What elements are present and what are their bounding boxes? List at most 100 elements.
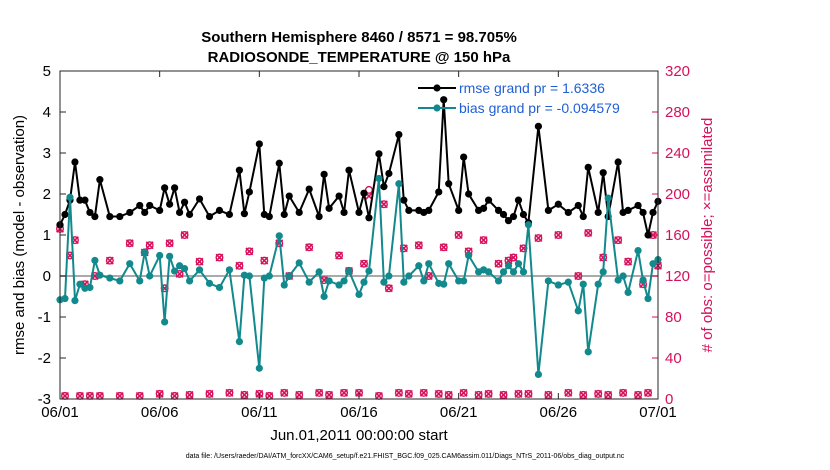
obs-possible-marker (225, 388, 234, 397)
bias-point (96, 271, 104, 279)
bias-point (340, 277, 348, 285)
rmse-point (355, 208, 363, 217)
obs-possible-marker (394, 388, 403, 397)
rmse-point (171, 184, 179, 192)
obs-possible-marker (384, 284, 393, 293)
bias-point (136, 277, 144, 285)
rmse-point (584, 163, 592, 171)
rmse-point (440, 96, 448, 104)
bias-point (484, 268, 493, 276)
obs-assimilated-marker (454, 231, 463, 239)
rmse-point (305, 185, 313, 193)
bias-point (614, 276, 622, 284)
bias-point (649, 260, 657, 268)
bias-point (514, 260, 523, 268)
obs-assimilated-marker (125, 239, 134, 248)
rmse-point (76, 196, 84, 204)
obs-assimilated-marker (554, 231, 563, 239)
bias-point (634, 246, 642, 255)
x-axis-label: Jun.01,2011 00:00:00 start (270, 427, 448, 444)
obs-assimilated-marker (215, 253, 224, 262)
obs-assimilated-marker (85, 391, 94, 400)
rmse-point (61, 210, 69, 219)
bias-point (465, 251, 473, 260)
rmse-point (544, 206, 552, 214)
bias-point (205, 279, 214, 287)
rmse-point (265, 212, 273, 221)
plot-area (60, 71, 658, 399)
obs-possible-marker (584, 228, 593, 237)
rmse-point (320, 170, 328, 178)
bias-point (325, 277, 333, 285)
rmse-point (460, 153, 468, 161)
tick-layer: -3 -2 -1 0 1 2 3 4 5 0 40 80 120 160 200 240 280 320 06/01… (38, 63, 690, 421)
bias-point (166, 252, 174, 260)
obs-assimilated-marker (444, 390, 453, 399)
obs-assimilated-marker (374, 391, 383, 400)
obs-possible-marker (484, 389, 493, 398)
bias-point (380, 278, 388, 286)
x-tick-label: 06/11 (241, 404, 277, 421)
rmse-point (225, 210, 234, 219)
bias-point (460, 277, 468, 285)
y-tick-label: 2 (43, 186, 51, 203)
rmse-point (235, 166, 243, 174)
bias-point (156, 251, 164, 260)
rmse-point (245, 188, 253, 196)
y-right-tick-label: 80 (665, 309, 682, 326)
obs-possible-marker (419, 388, 428, 397)
obs-possible-marker (325, 390, 334, 399)
obs-possible-marker (614, 236, 623, 245)
bias-point (91, 256, 99, 265)
obs-possible-marker (514, 389, 523, 398)
y-tick-label: -1 (38, 309, 51, 326)
bias-point (494, 277, 503, 285)
obs-possible-marker (215, 253, 224, 262)
bias-point (285, 272, 293, 280)
obs-assimilated-marker (574, 272, 583, 280)
obs-possible-marker (444, 390, 453, 399)
obs-possible-marker (499, 390, 508, 399)
obs-possible-marker (340, 388, 349, 397)
rmse-point (634, 201, 642, 210)
obs-assimilated-marker (295, 390, 304, 399)
rmse-point (126, 208, 134, 217)
bias-point (624, 288, 632, 296)
obs-assimilated-marker (624, 257, 633, 266)
obs-possible-marker (434, 389, 443, 398)
obs-assimilated-marker (504, 256, 513, 265)
bias-point (280, 281, 288, 289)
rmse-point (574, 201, 582, 210)
obs-assimilated-marker (180, 231, 189, 239)
obs-assimilated-marker (145, 241, 154, 250)
bias-point (385, 272, 393, 280)
obs-assimilated-marker (305, 243, 314, 252)
rmse-point (275, 159, 283, 167)
rmse-point (519, 210, 528, 219)
bias-point (639, 276, 647, 284)
obs-assimilated-marker (355, 388, 363, 397)
rmse-point (96, 176, 104, 184)
obs-possible-marker (619, 388, 628, 397)
obs-possible-marker (105, 256, 114, 265)
bias-point (146, 272, 154, 280)
bias-point (106, 274, 114, 282)
obs-assimilated-marker (459, 388, 468, 397)
bias-point (245, 272, 253, 280)
rmse-point (594, 208, 602, 217)
obs-possible-marker (604, 390, 613, 399)
obs-possible-marker (240, 390, 249, 399)
obs-possible-marker (364, 185, 373, 194)
x-tick-label: 07/01 (639, 404, 677, 421)
obs-assimilated-marker (240, 390, 249, 399)
obs-assimilated-marker (340, 388, 349, 397)
obs-possible-marker (125, 239, 134, 248)
obs-assimilated-marker (115, 391, 124, 400)
bias-point (195, 266, 204, 274)
bias-point (86, 283, 94, 292)
bias-point (335, 281, 343, 289)
obs-assimilated-marker (135, 391, 144, 400)
rmse-point (205, 212, 214, 221)
bias-point (619, 272, 627, 280)
obs-possible-marker (235, 261, 244, 270)
